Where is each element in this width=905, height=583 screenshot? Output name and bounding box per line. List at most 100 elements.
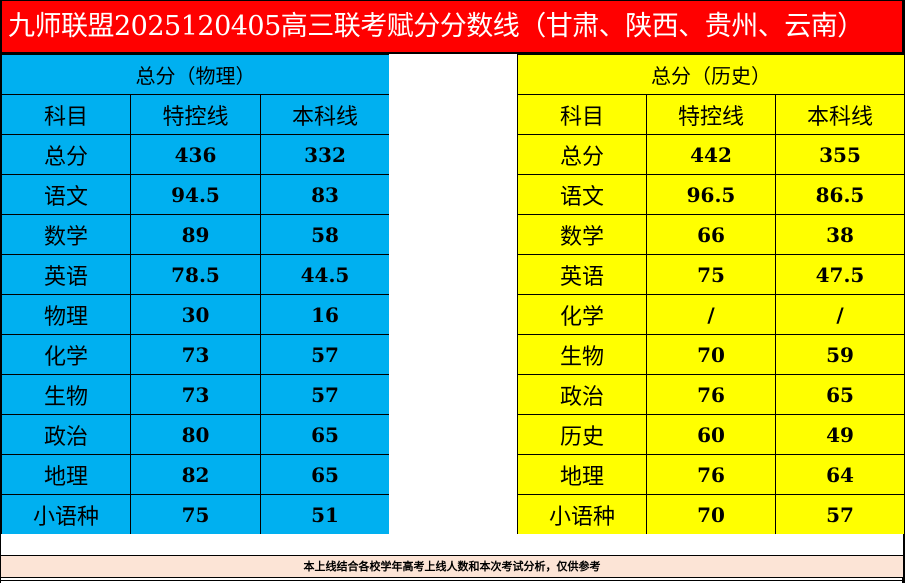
tekong-cell: 70 (646, 334, 776, 375)
table-row: 物理 30 16 (1, 294, 391, 335)
subject-cell: 总分 (517, 134, 647, 175)
benke-cell: 47.5 (774, 254, 905, 295)
table-row: 英语 78.5 44.5 (1, 254, 391, 295)
table-row: 生物 73 57 (1, 374, 391, 415)
physics-table-title: 总分（物理） (0, 54, 391, 95)
subject-cell: 政治 (517, 374, 647, 415)
tekong-cell: 76 (646, 454, 776, 495)
table-row: 小语种 70 57 (517, 494, 905, 535)
subject-cell: 数学 (1, 214, 131, 255)
column-header-benke: 本科线 (774, 94, 905, 135)
subject-cell: 英语 (517, 254, 647, 295)
column-header-benke: 本科线 (259, 94, 391, 135)
column-header-tekong: 特控线 (646, 94, 776, 135)
history-score-table: 总分（历史） 科目 特控线 本科线 总分 442 355 语文 96.5 86.… (516, 54, 905, 535)
tekong-cell: 89 (130, 214, 261, 255)
subject-cell: 化学 (1, 334, 131, 375)
tekong-cell: 76 (646, 374, 776, 415)
column-header-subject: 科目 (1, 94, 131, 135)
subject-cell: 地理 (1, 454, 131, 495)
tekong-cell: 73 (130, 334, 261, 375)
subject-cell: 小语种 (1, 494, 131, 535)
tekong-cell: 75 (646, 254, 776, 295)
table-row: 生物 70 59 (517, 334, 905, 375)
disclaimer-note: 本上线结合各校学年高考上线人数和本次考试分析，仅供参考 (1, 556, 903, 578)
tekong-cell: / (646, 294, 776, 335)
tekong-cell: 442 (646, 134, 776, 175)
subject-cell: 生物 (1, 374, 131, 415)
subject-cell: 地理 (517, 454, 647, 495)
table-header-row: 总分（物理） (0, 54, 391, 95)
table-row: 历史 60 49 (517, 414, 905, 455)
table-row: 语文 96.5 86.5 (517, 174, 905, 215)
subject-cell: 语文 (1, 174, 131, 215)
benke-cell: 51 (259, 494, 391, 535)
table-row: 总分 442 355 (517, 134, 905, 175)
benke-cell: 332 (259, 134, 391, 175)
tekong-cell: 60 (646, 414, 776, 455)
table-row: 小语种 75 51 (1, 494, 391, 535)
tekong-cell: 70 (646, 494, 776, 535)
blank-row (1, 534, 903, 556)
bottom-border (1, 580, 905, 583)
column-header-row: 科目 特控线 本科线 (1, 94, 391, 135)
benke-cell: 355 (774, 134, 905, 175)
subject-cell: 数学 (517, 214, 647, 255)
subject-cell: 总分 (1, 134, 131, 175)
table-row: 政治 80 65 (1, 414, 391, 455)
benke-cell: 38 (774, 214, 905, 255)
table-row: 化学 / / (517, 294, 905, 335)
subject-cell: 英语 (1, 254, 131, 295)
tekong-cell: 75 (130, 494, 261, 535)
column-header-tekong: 特控线 (130, 94, 261, 135)
table-row: 总分 436 332 (1, 134, 391, 175)
tekong-cell: 78.5 (130, 254, 261, 295)
page-title: 九师联盟2025120405高三联考赋分分数线（甘肃、陕西、贵州、云南） (1, 0, 903, 54)
benke-cell: 65 (774, 374, 905, 415)
tekong-cell: 96.5 (646, 174, 776, 215)
benke-cell: 64 (774, 454, 905, 495)
benke-cell: 59 (774, 334, 905, 375)
tekong-cell: 73 (130, 374, 261, 415)
subject-cell: 小语种 (517, 494, 647, 535)
table-row: 语文 94.5 83 (1, 174, 391, 215)
column-header-subject: 科目 (517, 94, 647, 135)
history-table-title: 总分（历史） (516, 54, 905, 95)
benke-cell: 16 (259, 294, 391, 335)
table-row: 数学 66 38 (517, 214, 905, 255)
subject-cell: 历史 (517, 414, 647, 455)
tekong-cell: 66 (646, 214, 776, 255)
benke-cell: 57 (774, 494, 905, 535)
tekong-cell: 436 (130, 134, 261, 175)
benke-cell: 58 (259, 214, 391, 255)
table-row: 地理 76 64 (517, 454, 905, 495)
benke-cell: 57 (259, 374, 391, 415)
benke-cell: 83 (259, 174, 391, 215)
table-gap (389, 54, 517, 534)
benke-cell: 65 (259, 454, 391, 495)
table-row: 政治 76 65 (517, 374, 905, 415)
tekong-cell: 82 (130, 454, 261, 495)
subject-cell: 政治 (1, 414, 131, 455)
benke-cell: 86.5 (774, 174, 905, 215)
tekong-cell: 80 (130, 414, 261, 455)
benke-cell: 65 (259, 414, 391, 455)
benke-cell: 49 (774, 414, 905, 455)
physics-score-table: 总分（物理） 科目 特控线 本科线 总分 436 332 语文 94.5 83 … (0, 54, 391, 535)
subject-cell: 语文 (517, 174, 647, 215)
table-row: 数学 89 58 (1, 214, 391, 255)
benke-cell: 44.5 (259, 254, 391, 295)
tekong-cell: 30 (130, 294, 261, 335)
tekong-cell: 94.5 (130, 174, 261, 215)
column-header-row: 科目 特控线 本科线 (517, 94, 905, 135)
benke-cell: / (774, 294, 905, 335)
table-row: 地理 82 65 (1, 454, 391, 495)
table-row: 英语 75 47.5 (517, 254, 905, 295)
table-header-row: 总分（历史） (516, 54, 905, 95)
table-row: 化学 73 57 (1, 334, 391, 375)
subject-cell: 化学 (517, 294, 647, 335)
benke-cell: 57 (259, 334, 391, 375)
subject-cell: 生物 (517, 334, 647, 375)
subject-cell: 物理 (1, 294, 131, 335)
